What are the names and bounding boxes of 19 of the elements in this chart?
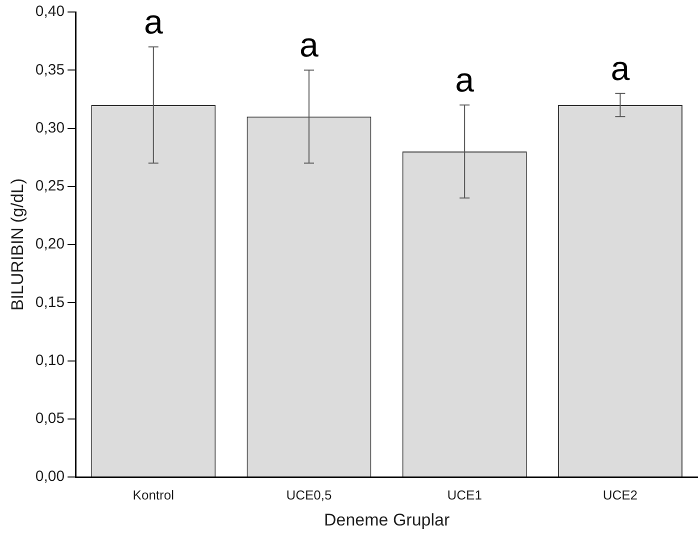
x-tick-label: Kontrol (132, 487, 174, 502)
y-axis-title: BILURIBIN (g/dL) (8, 178, 27, 311)
x-tick-label: UCE0,5 (286, 487, 332, 502)
y-tick-label: 0,05 (35, 410, 65, 428)
y-tick-label: 0,30 (35, 119, 65, 136)
x-tick-label: UCE1 (447, 487, 482, 502)
x-tick-label: UCE2 (602, 487, 638, 502)
x-axis-title: Deneme Gruplar (324, 510, 450, 530)
annotation: a (144, 3, 163, 42)
y-tick-label: 0,20 (35, 236, 65, 253)
annotation: a (610, 50, 630, 88)
y-tick-label: 0,40 (35, 3, 65, 20)
y-tick-label: 0,35 (35, 61, 65, 78)
y-tick-label: 0,00 (35, 468, 65, 486)
y-tick-label: 0,25 (35, 178, 65, 195)
annotation: a (300, 26, 319, 64)
y-tick-label: 0,15 (35, 294, 65, 311)
y-tick-label: 0,10 (35, 352, 65, 369)
annotation: a (455, 61, 474, 100)
